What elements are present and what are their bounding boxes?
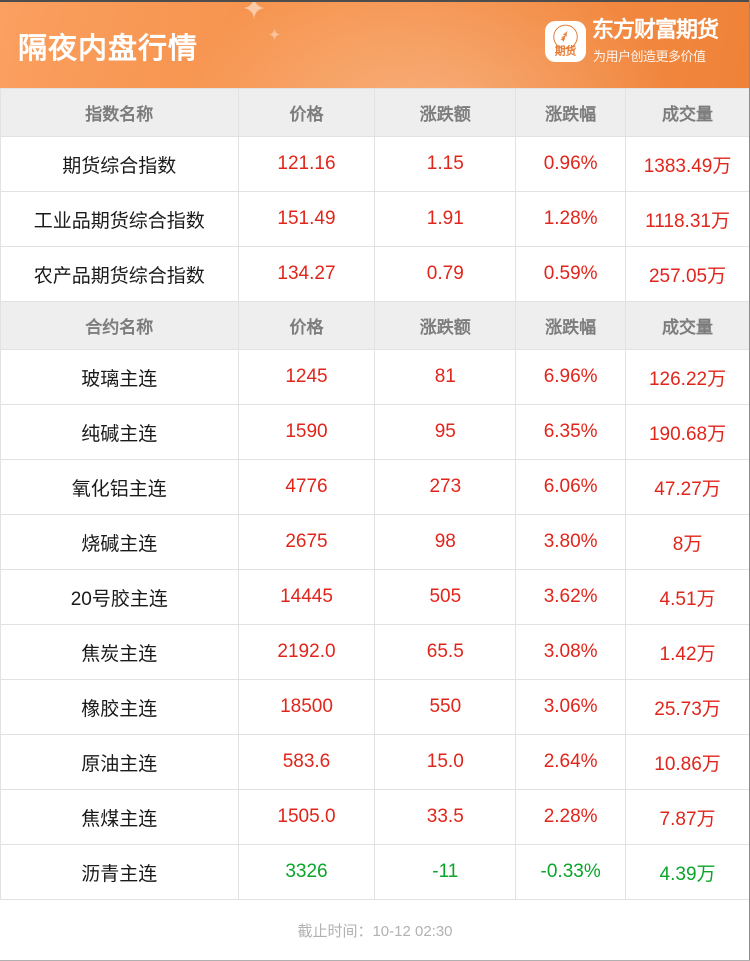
- svg-text:期货: 期货: [555, 44, 577, 57]
